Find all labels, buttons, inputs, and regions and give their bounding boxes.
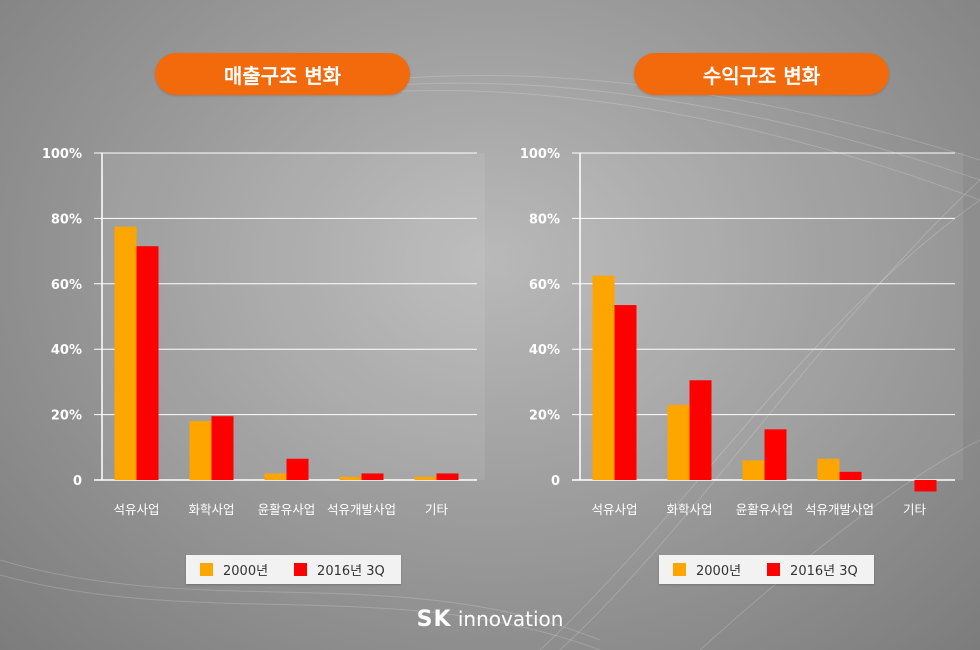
- bar: [286, 458, 309, 480]
- legend-swatch-2016: [294, 563, 308, 576]
- x-category-label: 석유사업: [591, 502, 637, 517]
- bar: [189, 421, 212, 480]
- y-tick-label: 40%: [529, 343, 560, 358]
- bar: [614, 305, 637, 480]
- bar: [414, 476, 437, 480]
- x-category-label: 윤활유사업: [258, 502, 316, 517]
- sales-chart: 0 20% 40% 60% 80% 100% 석유사업 화학사업 윤활유사업 석유개발사업 기타: [42, 147, 485, 517]
- y-tick-label: 0: [73, 474, 82, 489]
- legend-item-2000: 2000년: [200, 560, 268, 579]
- bar: [689, 380, 712, 480]
- bar: [742, 460, 765, 480]
- legend: 2000년 2016년 3Q: [659, 555, 874, 584]
- legend-label: 2016년 3Q: [790, 564, 858, 579]
- sk-innovation-logo: SK innovation: [0, 607, 980, 632]
- y-tick-label: 20%: [529, 409, 560, 424]
- legend-label: 2000년: [223, 564, 269, 579]
- legend-label: 2016년 3Q: [317, 564, 385, 579]
- y-tick-label: 60%: [529, 278, 560, 293]
- plot-area: [102, 153, 485, 480]
- profit-structure-panel: 수익구조 변화 0 20% 40% 60% 80% 100% 석유사업 화학사업 윤활유사업 석유…: [478, 0, 968, 600]
- y-tick-label: 100%: [42, 147, 82, 162]
- chart-title: 매출구조 변화: [155, 53, 410, 95]
- logo-brand: SK: [416, 607, 452, 632]
- x-category-label: 기타: [425, 502, 449, 517]
- x-category-label: 화학사업: [666, 502, 712, 517]
- x-category-label: 석유개발사업: [327, 502, 396, 517]
- bar: [817, 458, 840, 480]
- legend-swatch-2000: [673, 563, 686, 576]
- legend-swatch-2016: [767, 563, 781, 576]
- bar: [114, 226, 137, 480]
- bar: [136, 246, 159, 480]
- legend-item-2016: 2016년 3Q: [767, 560, 858, 579]
- bar: [339, 476, 362, 480]
- bar: [667, 404, 690, 480]
- chart-title: 수익구조 변화: [634, 53, 889, 95]
- bar: [436, 473, 459, 480]
- bar: [592, 275, 615, 480]
- legend-label: 2000년: [696, 564, 742, 579]
- bar: [361, 473, 384, 480]
- y-tick-label: 20%: [51, 409, 82, 424]
- y-tick-label: 60%: [51, 278, 82, 293]
- bar: [211, 416, 234, 480]
- bar: [264, 473, 287, 480]
- y-tick-label: 0: [551, 474, 560, 489]
- x-category-label: 기타: [903, 502, 927, 517]
- y-tick-label: 40%: [51, 343, 82, 358]
- plot-area: [580, 153, 963, 480]
- logo-suffix: innovation: [457, 607, 564, 631]
- bar: [839, 471, 862, 480]
- sales-structure-panel: 매출구조 변화 0 20% 40% 60% 80% 100% 석유사업 화학사업 윤활유사업 석유…: [0, 0, 490, 600]
- x-category-label: 석유개발사업: [805, 502, 874, 517]
- x-category-label: 화학사업: [188, 502, 234, 517]
- legend: 2000년 2016년 3Q: [186, 555, 401, 584]
- profit-chart: 0 20% 40% 60% 80% 100% 석유사업 화학사업 윤활유사업 석유개발사업 기타: [520, 147, 963, 517]
- bar: [914, 480, 937, 492]
- legend-item-2016: 2016년 3Q: [294, 560, 385, 579]
- x-category-label: 윤활유사업: [736, 502, 794, 517]
- legend-swatch-2000: [200, 563, 213, 576]
- x-category-label: 석유사업: [113, 502, 159, 517]
- legend-item-2000: 2000년: [673, 560, 741, 579]
- y-tick-label: 80%: [529, 212, 560, 227]
- y-tick-label: 100%: [520, 147, 560, 162]
- y-tick-label: 80%: [51, 212, 82, 227]
- bar: [764, 429, 787, 480]
